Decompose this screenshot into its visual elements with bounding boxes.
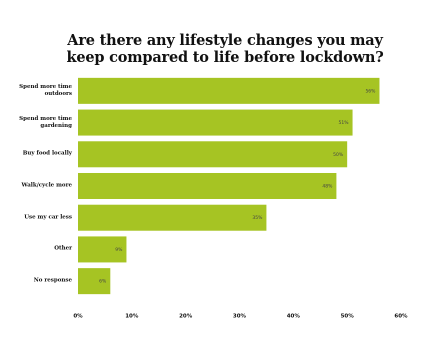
y-tick-label: Spend more time gardening xyxy=(19,115,72,129)
bar xyxy=(78,268,111,295)
bar xyxy=(78,141,348,168)
value-label: 35% xyxy=(252,215,263,221)
value-label: 56% xyxy=(365,88,376,94)
bar xyxy=(78,77,380,104)
bar xyxy=(78,109,353,136)
value-label: 9% xyxy=(115,247,123,253)
x-tick-label: 30% xyxy=(233,314,247,320)
bar xyxy=(78,204,267,231)
y-tick-label: Other xyxy=(54,245,72,252)
x-tick-label: 50% xyxy=(341,314,355,320)
chart-title: Are there any lifestyle changes you may … xyxy=(66,32,384,66)
x-tick-label: 20% xyxy=(179,314,193,320)
y-tick-label: Use my car less xyxy=(24,214,72,221)
y-tick-label: No response xyxy=(33,277,72,284)
value-label: 6% xyxy=(99,279,107,285)
y-tick-label: Spend more time outdoors xyxy=(19,83,72,97)
x-tick-label: 40% xyxy=(287,314,301,320)
x-tick-label: 0% xyxy=(73,314,83,320)
bar xyxy=(78,172,337,200)
y-tick-label: Buy food locally xyxy=(22,150,72,157)
x-tick-label: 60% xyxy=(394,314,408,320)
bar xyxy=(78,236,127,263)
y-tick-label: Walk/cycle more xyxy=(21,182,72,189)
x-tick-label: 10% xyxy=(125,314,139,320)
value-label: 48% xyxy=(322,184,333,190)
value-label: 51% xyxy=(339,120,350,126)
value-label: 50% xyxy=(333,152,344,158)
